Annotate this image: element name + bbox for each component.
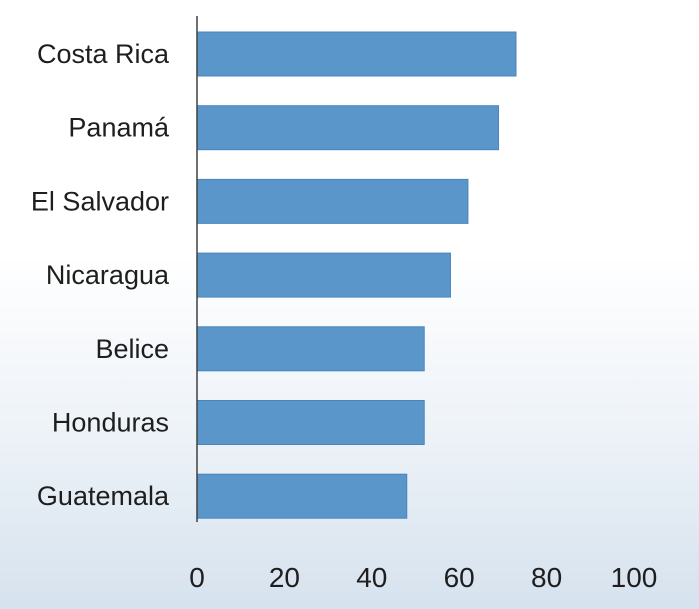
x-tick-label-60: 60	[444, 562, 475, 593]
bar-guatemala	[196, 473, 408, 519]
bar-el-salvador	[196, 178, 469, 224]
category-labels: Costa Rica Panamá El Salvador Nicaragua Beli…	[31, 39, 170, 511]
category-label-costa-rica: Costa Rica	[37, 39, 170, 69]
x-tick-label-100: 100	[611, 562, 658, 593]
category-label-nicaragua: Nicaragua	[46, 260, 170, 290]
bar-nicaragua	[196, 252, 451, 298]
x-tick-label-40: 40	[356, 562, 387, 593]
bars-group	[196, 31, 517, 519]
category-label-honduras: Honduras	[52, 408, 169, 438]
x-tick-label-80: 80	[531, 562, 562, 593]
bar-belice	[196, 326, 425, 372]
bar-costa-rica	[196, 31, 517, 77]
category-label-el-salvador: El Salvador	[31, 186, 169, 216]
bar-panama	[196, 105, 500, 151]
category-label-belice: Belice	[95, 334, 169, 364]
x-tick-label-20: 20	[269, 562, 300, 593]
x-tick-label-0: 0	[189, 562, 205, 593]
category-label-guatemala: Guatemala	[37, 481, 170, 511]
bar-honduras	[196, 400, 425, 445]
x-tick-labels: 0 20 40 60 80 100	[189, 562, 657, 593]
category-label-panama: Panamá	[68, 113, 170, 143]
